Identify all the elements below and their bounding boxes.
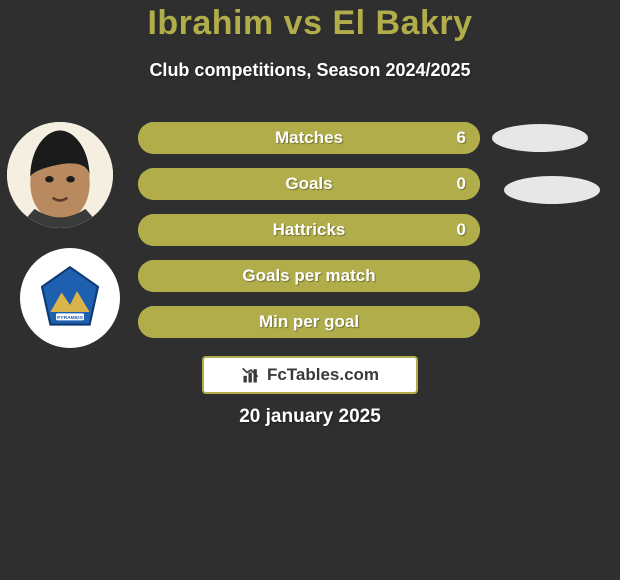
bar-min-per-goal: Min per goal bbox=[138, 306, 480, 338]
comparison-infographic: Ibrahim vs El Bakry Club competitions, S… bbox=[0, 0, 620, 580]
bar-value: 0 bbox=[457, 214, 466, 246]
bar-chart-icon bbox=[241, 365, 261, 385]
bar-matches: Matches 6 bbox=[138, 122, 480, 154]
page-subtitle: Club competitions, Season 2024/2025 bbox=[0, 60, 620, 81]
bar-fill bbox=[138, 214, 480, 246]
bar-value: 6 bbox=[457, 122, 466, 154]
bar-value: 0 bbox=[457, 168, 466, 200]
bar-fill bbox=[138, 122, 480, 154]
bar-fill bbox=[138, 168, 480, 200]
club-badge: PYRAMIDS bbox=[20, 248, 120, 348]
bar-fill bbox=[138, 260, 480, 292]
bar-goals: Goals 0 bbox=[138, 168, 480, 200]
stat-bars: Matches 6 Goals 0 Hattricks 0 Goals per … bbox=[138, 122, 480, 352]
bar-fill bbox=[138, 306, 480, 338]
player-face-icon bbox=[7, 122, 113, 228]
snapshot-date: 20 january 2025 bbox=[0, 406, 620, 428]
page-title: Ibrahim vs El Bakry bbox=[0, 4, 620, 43]
source-watermark: FcTables.com bbox=[202, 356, 418, 394]
opponent-goals-pill bbox=[504, 176, 600, 204]
bar-goals-per-match: Goals per match bbox=[138, 260, 480, 292]
player1-avatar bbox=[7, 122, 113, 228]
opponent-matches-pill bbox=[492, 124, 588, 152]
pyramids-club-icon: PYRAMIDS bbox=[35, 263, 105, 333]
svg-text:PYRAMIDS: PYRAMIDS bbox=[57, 315, 84, 321]
watermark-text: FcTables.com bbox=[267, 365, 379, 385]
bar-hattricks: Hattricks 0 bbox=[138, 214, 480, 246]
